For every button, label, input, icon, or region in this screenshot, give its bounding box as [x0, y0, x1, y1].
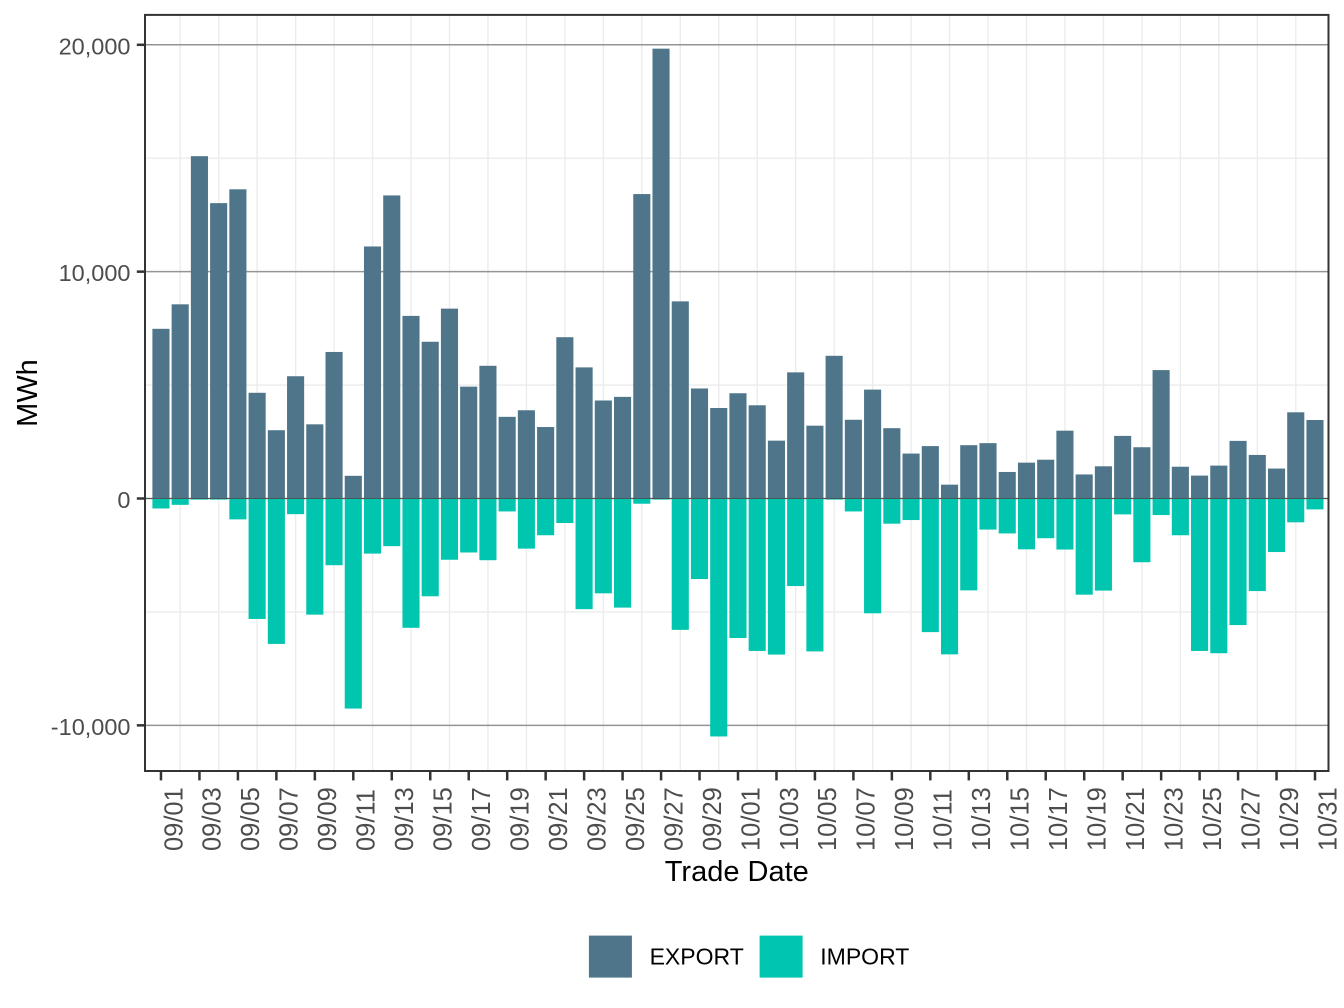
- svg-text:MWh: MWh: [12, 359, 44, 427]
- svg-text:0: 0: [117, 487, 130, 513]
- svg-text:10/27: 10/27: [1237, 787, 1265, 851]
- svg-text:10/03: 10/03: [776, 787, 804, 851]
- svg-text:10/13: 10/13: [968, 787, 996, 851]
- svg-text:10/21: 10/21: [1122, 787, 1150, 851]
- svg-text:-10,000: -10,000: [51, 714, 131, 740]
- svg-text:09/09: 09/09: [314, 787, 342, 851]
- svg-text:20,000: 20,000: [59, 33, 131, 59]
- svg-text:09/25: 09/25: [622, 787, 650, 851]
- svg-text:09/07: 09/07: [276, 787, 304, 851]
- svg-text:EXPORT: EXPORT: [650, 944, 744, 970]
- svg-text:09/01: 09/01: [160, 787, 188, 851]
- svg-text:10/15: 10/15: [1007, 787, 1035, 851]
- svg-text:09/03: 09/03: [199, 787, 227, 851]
- svg-text:09/29: 09/29: [699, 787, 727, 851]
- svg-text:09/05: 09/05: [237, 787, 265, 851]
- svg-text:10/19: 10/19: [1084, 787, 1112, 851]
- svg-text:10/29: 10/29: [1276, 787, 1304, 851]
- svg-text:09/23: 09/23: [583, 787, 611, 851]
- svg-text:10/05: 10/05: [814, 787, 842, 851]
- svg-text:09/21: 09/21: [545, 787, 573, 851]
- svg-text:10/17: 10/17: [1045, 787, 1073, 851]
- svg-text:10/31: 10/31: [1314, 787, 1342, 851]
- svg-text:10/07: 10/07: [853, 787, 881, 851]
- svg-text:09/15: 09/15: [430, 787, 458, 851]
- svg-text:10/01: 10/01: [737, 787, 765, 851]
- svg-text:09/13: 09/13: [391, 787, 419, 851]
- svg-text:10,000: 10,000: [59, 260, 131, 286]
- svg-text:10/25: 10/25: [1199, 787, 1227, 851]
- svg-text:09/11: 09/11: [353, 789, 381, 851]
- svg-text:09/17: 09/17: [468, 787, 496, 851]
- svg-text:10/09: 10/09: [891, 787, 919, 851]
- svg-text:09/19: 09/19: [506, 787, 534, 851]
- svg-text:10/23: 10/23: [1160, 787, 1188, 851]
- svg-text:09/27: 09/27: [660, 787, 688, 851]
- svg-text:Trade Date: Trade Date: [665, 856, 809, 888]
- svg-text:IMPORT: IMPORT: [820, 944, 909, 970]
- svg-text:10/11: 10/11: [930, 789, 958, 851]
